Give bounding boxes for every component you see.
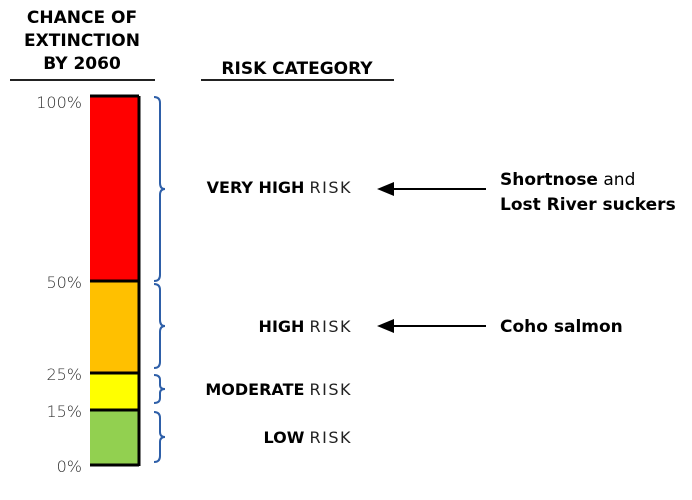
header-risk: RISK CATEGORY (221, 59, 373, 79)
tick-label: 50% (46, 273, 82, 292)
category-very-high: VERY HIGH RISK (207, 178, 352, 197)
brace-very-high (153, 96, 166, 282)
category-low: LOW RISK (264, 428, 352, 447)
header-chance-line2: EXTINCTION (24, 31, 140, 51)
species-coho: Coho salmon (500, 317, 623, 337)
species-suckers-line2: Lost River suckers (500, 195, 676, 215)
braces (153, 96, 166, 463)
arrowhead-icon (377, 319, 394, 333)
bar-outline (90, 94, 141, 467)
tick-label: 100% (36, 93, 82, 112)
segment-moderate (90, 373, 138, 410)
category-high: HIGH RISK (259, 317, 352, 336)
header-chance-line1: CHANCE OF (27, 8, 137, 28)
segment-low (90, 410, 138, 465)
category-moderate: MODERATE RISK (205, 380, 352, 399)
header-chance-line3: BY 2060 (43, 54, 121, 74)
species-suckers-line1: Shortnose and (500, 170, 635, 190)
tick-label: 25% (46, 365, 82, 384)
brace-high (153, 283, 166, 369)
arrow-high (377, 319, 486, 333)
tick-label: 15% (46, 402, 82, 421)
segment-high (90, 281, 138, 373)
arrow-very-high (377, 182, 486, 196)
brace-moderate (153, 374, 166, 404)
tick-label: 0% (57, 457, 82, 476)
segment-very-high (90, 96, 138, 281)
arrowhead-icon (377, 182, 394, 196)
brace-low (153, 411, 166, 463)
